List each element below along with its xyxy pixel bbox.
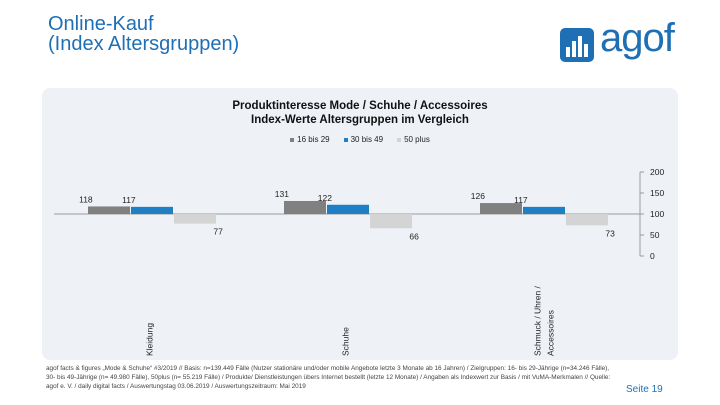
page-title: Online-Kauf (Index Altersgruppen) bbox=[48, 14, 239, 54]
page-title-line1: Online-Kauf bbox=[48, 13, 154, 35]
legend-swatch-16-29 bbox=[290, 137, 295, 142]
data-label-1-1: 122 bbox=[318, 193, 332, 203]
agof-logo-icon bbox=[560, 28, 594, 62]
legend-label-30-49: 30 bis 49 bbox=[350, 135, 384, 144]
category-label-0: Kleidung bbox=[145, 323, 155, 356]
bar-2-2 bbox=[566, 214, 608, 226]
footnote: agof facts & figures „Mode & Schuhe“ #3/… bbox=[46, 365, 611, 390]
category-label-2-0: Schmuck / Uhren / bbox=[533, 285, 543, 356]
legend-item-50plus: 50 plus bbox=[397, 135, 430, 144]
bar-0-2 bbox=[174, 214, 216, 224]
category-label-2-1: Accessoires bbox=[546, 310, 556, 356]
data-label-0-1: 117 bbox=[122, 195, 136, 205]
chart-title-line1: Produktinteresse Mode / Schuhe / Accesso… bbox=[232, 100, 488, 112]
legend-swatch-50plus bbox=[397, 137, 402, 142]
data-label-2-1: 117 bbox=[514, 195, 528, 205]
y-tick-label-50: 50 bbox=[650, 230, 660, 240]
page-number: Seite 19 bbox=[626, 384, 663, 395]
data-label-1-2: 66 bbox=[409, 231, 419, 241]
y-tick-label-0: 0 bbox=[650, 251, 655, 261]
data-label-0-2: 77 bbox=[213, 227, 223, 237]
legend-item-16-29: 16 bis 29 bbox=[290, 135, 330, 144]
legend-label-16-29: 16 bis 29 bbox=[297, 135, 330, 144]
y-tick-label-100: 100 bbox=[650, 209, 664, 219]
bar-1-0 bbox=[284, 200, 326, 214]
bar-0-1 bbox=[131, 206, 173, 214]
category-label-1: Schuhe bbox=[341, 327, 351, 356]
data-label-2-2: 73 bbox=[605, 228, 615, 238]
bar-2-0 bbox=[480, 203, 522, 214]
data-label-2-0: 126 bbox=[471, 191, 485, 201]
data-label-0-0: 118 bbox=[79, 194, 93, 204]
bar-0-0 bbox=[88, 206, 130, 214]
y-tick-label-200: 200 bbox=[650, 167, 664, 177]
bar-1-1 bbox=[327, 204, 369, 214]
y-tick-label-150: 150 bbox=[650, 188, 664, 198]
legend-swatch-30-49 bbox=[343, 137, 348, 142]
chart-title: Produktinteresse Mode / Schuhe / Accesso… bbox=[0, 99, 720, 127]
agof-logo: agof bbox=[560, 16, 676, 68]
chart-title-line2: Index-Werte Altersgruppen im Vergleich bbox=[251, 114, 469, 126]
bar-1-2 bbox=[370, 214, 412, 229]
chart-legend: 16 bis 29 30 bis 49 50 plus bbox=[0, 135, 720, 144]
bar-2-1 bbox=[523, 206, 565, 214]
agof-logo-text: agof bbox=[600, 16, 675, 60]
data-label-1-0: 131 bbox=[275, 189, 289, 199]
legend-item-30-49: 30 bis 49 bbox=[343, 135, 384, 144]
page-title-line2: (Index Altersgruppen) bbox=[48, 33, 240, 55]
legend-label-50plus: 50 plus bbox=[404, 135, 430, 144]
